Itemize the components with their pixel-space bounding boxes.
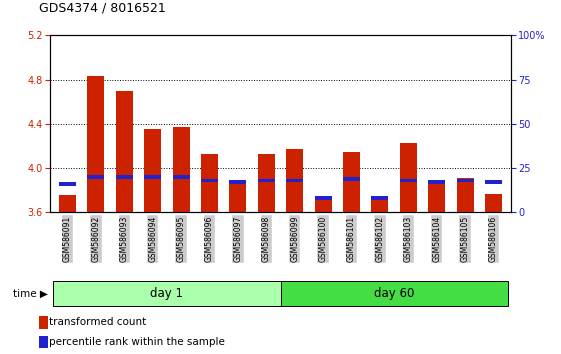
Text: GSM586104: GSM586104: [432, 216, 441, 262]
Text: GSM586096: GSM586096: [205, 216, 214, 262]
Text: GSM586093: GSM586093: [120, 216, 129, 262]
Bar: [343, 177, 360, 181]
Text: GSM586099: GSM586099: [290, 216, 299, 262]
Text: GSM586103: GSM586103: [404, 216, 413, 262]
Text: GSM586098: GSM586098: [262, 216, 271, 262]
Text: percentile rank within the sample: percentile rank within the sample: [49, 337, 226, 347]
Bar: [457, 179, 473, 183]
Bar: [59, 195, 76, 212]
Bar: [116, 175, 133, 179]
Text: GSM586092: GSM586092: [91, 216, 100, 262]
Text: GDS4374 / 8016521: GDS4374 / 8016521: [39, 1, 166, 14]
Bar: [88, 175, 104, 179]
Text: GSM586094: GSM586094: [148, 216, 157, 262]
Bar: [400, 143, 417, 212]
Bar: [371, 196, 388, 200]
Bar: [116, 91, 133, 212]
Text: GSM586101: GSM586101: [347, 216, 356, 262]
Text: day 60: day 60: [374, 287, 414, 300]
Text: transformed count: transformed count: [49, 317, 146, 327]
Text: GSM586106: GSM586106: [489, 216, 498, 262]
Bar: [485, 181, 502, 184]
Bar: [286, 179, 303, 183]
Bar: [258, 154, 275, 212]
Text: GSM586105: GSM586105: [461, 216, 470, 262]
Text: GSM586102: GSM586102: [375, 216, 384, 262]
Bar: [428, 181, 445, 184]
Text: GSM586100: GSM586100: [319, 216, 328, 262]
Bar: [88, 76, 104, 212]
Bar: [201, 179, 218, 183]
Text: time ▶: time ▶: [13, 289, 48, 299]
Bar: [59, 182, 76, 186]
Bar: [485, 194, 502, 212]
Bar: [229, 181, 246, 184]
Bar: [258, 179, 275, 183]
Bar: [286, 149, 303, 212]
Bar: [173, 175, 190, 179]
Bar: [400, 179, 417, 183]
Bar: [229, 182, 246, 212]
Text: day 1: day 1: [150, 287, 183, 300]
Bar: [315, 199, 332, 212]
Text: GSM586097: GSM586097: [233, 216, 242, 262]
Bar: [457, 178, 473, 212]
Text: GSM586095: GSM586095: [177, 216, 186, 262]
Bar: [428, 182, 445, 212]
Bar: [173, 127, 190, 212]
Bar: [315, 196, 332, 200]
Bar: [144, 175, 161, 179]
Bar: [144, 130, 161, 212]
Text: GSM586091: GSM586091: [63, 216, 72, 262]
Bar: [343, 152, 360, 212]
Bar: [371, 199, 388, 212]
Bar: [201, 154, 218, 212]
